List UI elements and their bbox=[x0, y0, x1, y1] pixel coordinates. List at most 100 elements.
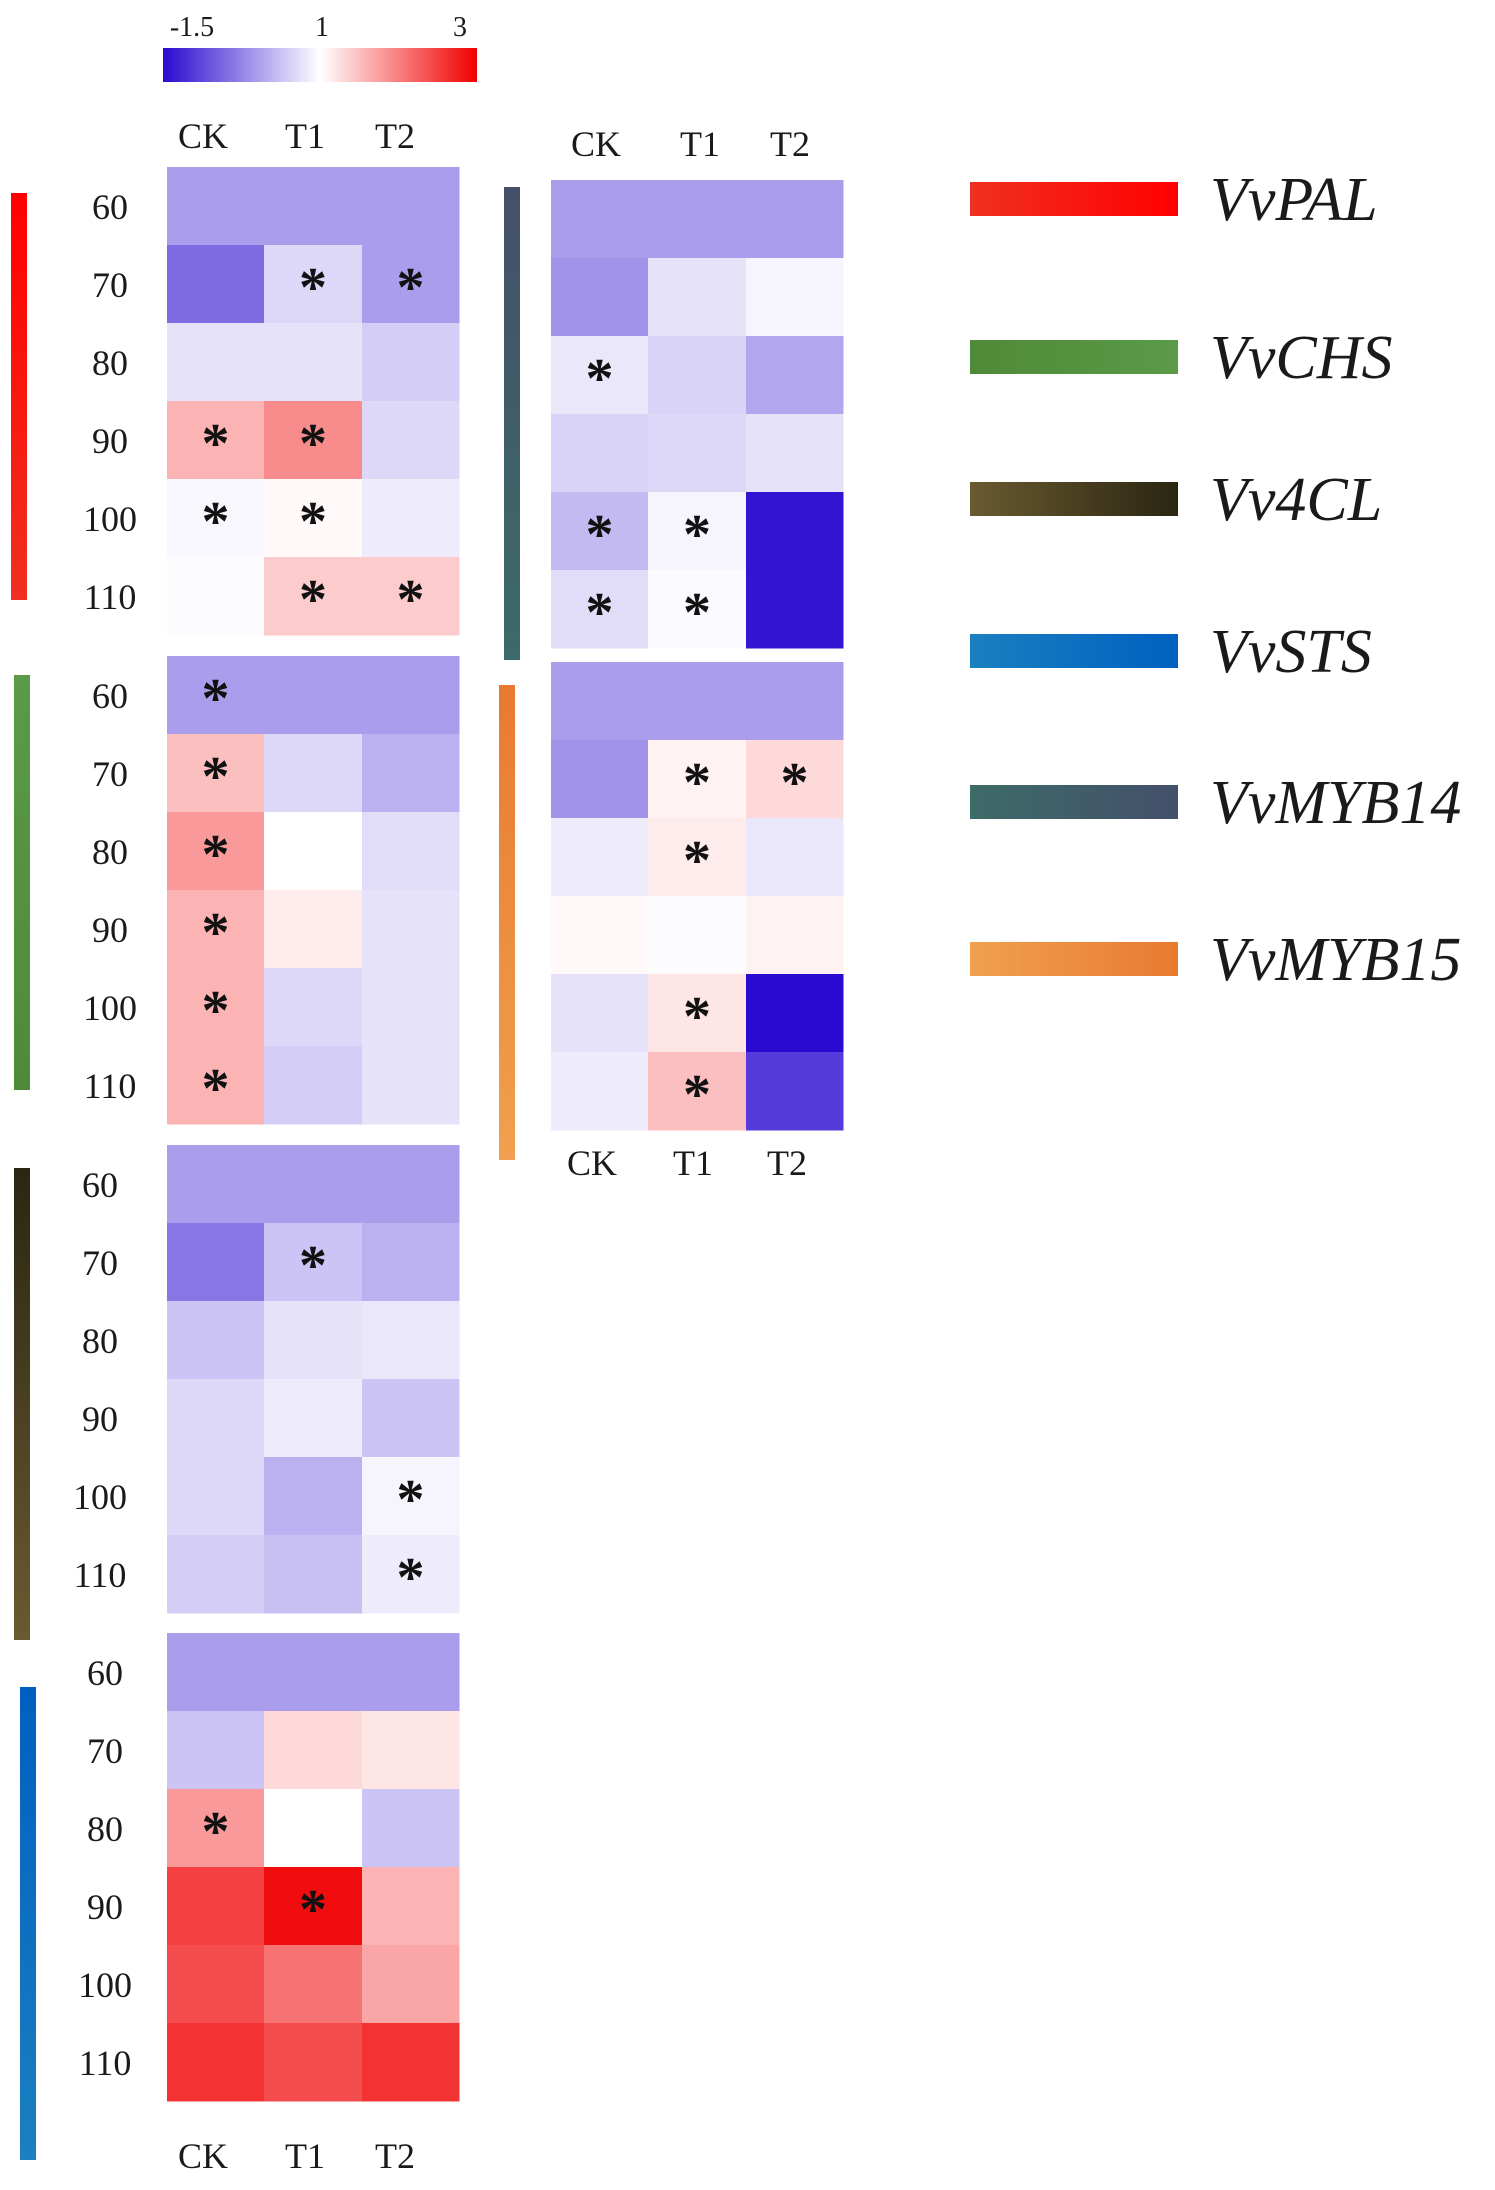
legend-item: VvSTS bbox=[970, 618, 1372, 686]
heatmap-cell bbox=[264, 968, 363, 1047]
heatmap-cell bbox=[746, 662, 844, 741]
heatmap-cell bbox=[264, 890, 363, 969]
heatmap-cell bbox=[167, 1301, 265, 1380]
significance-marker: * bbox=[586, 504, 614, 566]
row-label: 70 bbox=[92, 754, 128, 794]
heatmap-cell bbox=[167, 1379, 265, 1458]
row-label: 70 bbox=[87, 1731, 123, 1771]
legend-item: VvPAL bbox=[970, 166, 1378, 234]
heatmap-panel-vvsts: * * 60 70 80 90 100 110 bbox=[20, 1633, 460, 2160]
heatmap-cell bbox=[167, 1046, 265, 1125]
row-label: 90 bbox=[92, 421, 128, 461]
significance-marker: * bbox=[299, 569, 327, 631]
heatmap-cell bbox=[648, 414, 747, 493]
column-label-top-right: CK bbox=[571, 124, 621, 164]
row-label: 110 bbox=[79, 2043, 132, 2083]
heatmap-cell bbox=[264, 557, 363, 636]
row-label: 100 bbox=[83, 988, 137, 1028]
heatmap-cell bbox=[551, 258, 649, 337]
heatmap-cell bbox=[362, 1535, 460, 1614]
heatmap-cell bbox=[362, 479, 460, 558]
heatmap-cell bbox=[362, 245, 460, 324]
significance-marker: * bbox=[683, 582, 711, 644]
heatmap-cell bbox=[362, 1457, 460, 1536]
legend-item: VvMYB14 bbox=[970, 769, 1461, 837]
heatmap-cell bbox=[167, 245, 265, 324]
group-bar-vvchs bbox=[14, 675, 30, 1090]
heatmap-cell bbox=[648, 570, 747, 649]
heatmap-cell bbox=[648, 818, 747, 897]
significance-marker: * bbox=[202, 491, 230, 553]
heatmap-cell bbox=[167, 323, 265, 402]
heatmap-cell bbox=[551, 1052, 649, 1131]
heatmap-cell bbox=[167, 1535, 265, 1614]
heatmap-cell bbox=[362, 401, 460, 480]
group-bar-vvpal bbox=[11, 193, 27, 600]
legend-swatch bbox=[970, 634, 1178, 668]
heatmap-cell bbox=[167, 401, 265, 480]
heatmap-cell bbox=[362, 734, 460, 813]
significance-marker: * bbox=[299, 413, 327, 475]
legend-label: VvCHS bbox=[1210, 324, 1393, 392]
legend-swatch bbox=[970, 182, 1178, 216]
heatmap-cell bbox=[362, 323, 460, 402]
significance-marker: * bbox=[202, 746, 230, 808]
heatmap-cell bbox=[167, 1867, 265, 1946]
legend-label: VvMYB15 bbox=[1210, 926, 1461, 994]
legend-swatch bbox=[970, 482, 1178, 516]
heatmap-cell bbox=[648, 180, 747, 259]
heatmap-cell bbox=[746, 258, 844, 337]
heatmap-cell bbox=[746, 818, 844, 897]
significance-marker: * bbox=[202, 902, 230, 964]
heatmap-cell bbox=[167, 1711, 265, 1790]
group-bar-vvsts bbox=[20, 1687, 36, 2160]
heatmap-cell bbox=[746, 1052, 844, 1131]
row-label: 60 bbox=[92, 187, 128, 227]
heatmap-cell bbox=[648, 974, 747, 1053]
heatmap-cell bbox=[167, 656, 265, 735]
heatmap-cell bbox=[264, 1046, 363, 1125]
heatmap-cell bbox=[648, 740, 747, 819]
heatmap-cell bbox=[167, 1145, 265, 1224]
heatmap-cell bbox=[264, 1789, 363, 1868]
column-label-bottom-left: T2 bbox=[375, 2136, 415, 2176]
significance-marker: * bbox=[683, 504, 711, 566]
legend-label: VvSTS bbox=[1210, 618, 1372, 686]
row-label: 90 bbox=[82, 1399, 118, 1439]
heatmap-cell bbox=[167, 167, 265, 246]
column-label-top-left: T2 bbox=[375, 116, 415, 156]
heatmap-cell bbox=[746, 570, 844, 649]
heatmap-cell bbox=[551, 336, 649, 415]
row-label: 60 bbox=[87, 1653, 123, 1693]
column-label-top-right: T1 bbox=[680, 124, 720, 164]
heatmap-cell bbox=[264, 1457, 363, 1536]
column-label-top-left: T1 bbox=[285, 116, 325, 156]
heatmap-cell bbox=[264, 245, 363, 324]
row-label: 80 bbox=[92, 343, 128, 383]
heatmap-cell bbox=[362, 1145, 460, 1224]
significance-marker: * bbox=[397, 569, 425, 631]
significance-marker: * bbox=[397, 1469, 425, 1531]
heatmap-panel-vvpal: * * * * * * * * 60 70 80 90 100 110 bbox=[11, 167, 460, 636]
row-label: 100 bbox=[78, 1965, 132, 2005]
significance-marker: * bbox=[683, 830, 711, 892]
group-bar-vvmyb15 bbox=[499, 685, 515, 1160]
heatmap-cell bbox=[264, 2023, 363, 2102]
heatmap-cell bbox=[264, 1711, 363, 1790]
heatmap-cell bbox=[264, 1633, 363, 1712]
row-label: 60 bbox=[82, 1165, 118, 1205]
row-label: 80 bbox=[82, 1321, 118, 1361]
heatmap-cell bbox=[362, 1223, 460, 1302]
heatmap-cell bbox=[264, 734, 363, 813]
heatmap-cell bbox=[746, 974, 844, 1053]
heatmap-cell bbox=[551, 662, 649, 741]
heatmap-cell bbox=[264, 1867, 363, 1946]
heatmap-cell bbox=[264, 656, 363, 735]
row-label: 110 bbox=[74, 1555, 127, 1595]
column-label-bottom-left: T1 bbox=[285, 2136, 325, 2176]
heatmap-cell bbox=[648, 336, 747, 415]
heatmap-cell bbox=[264, 479, 363, 558]
heatmap-panel-vv4cl: * * * 60 70 80 90 100 110 bbox=[14, 1145, 460, 1640]
significance-marker: * bbox=[299, 491, 327, 553]
heatmap-cell bbox=[746, 180, 844, 259]
